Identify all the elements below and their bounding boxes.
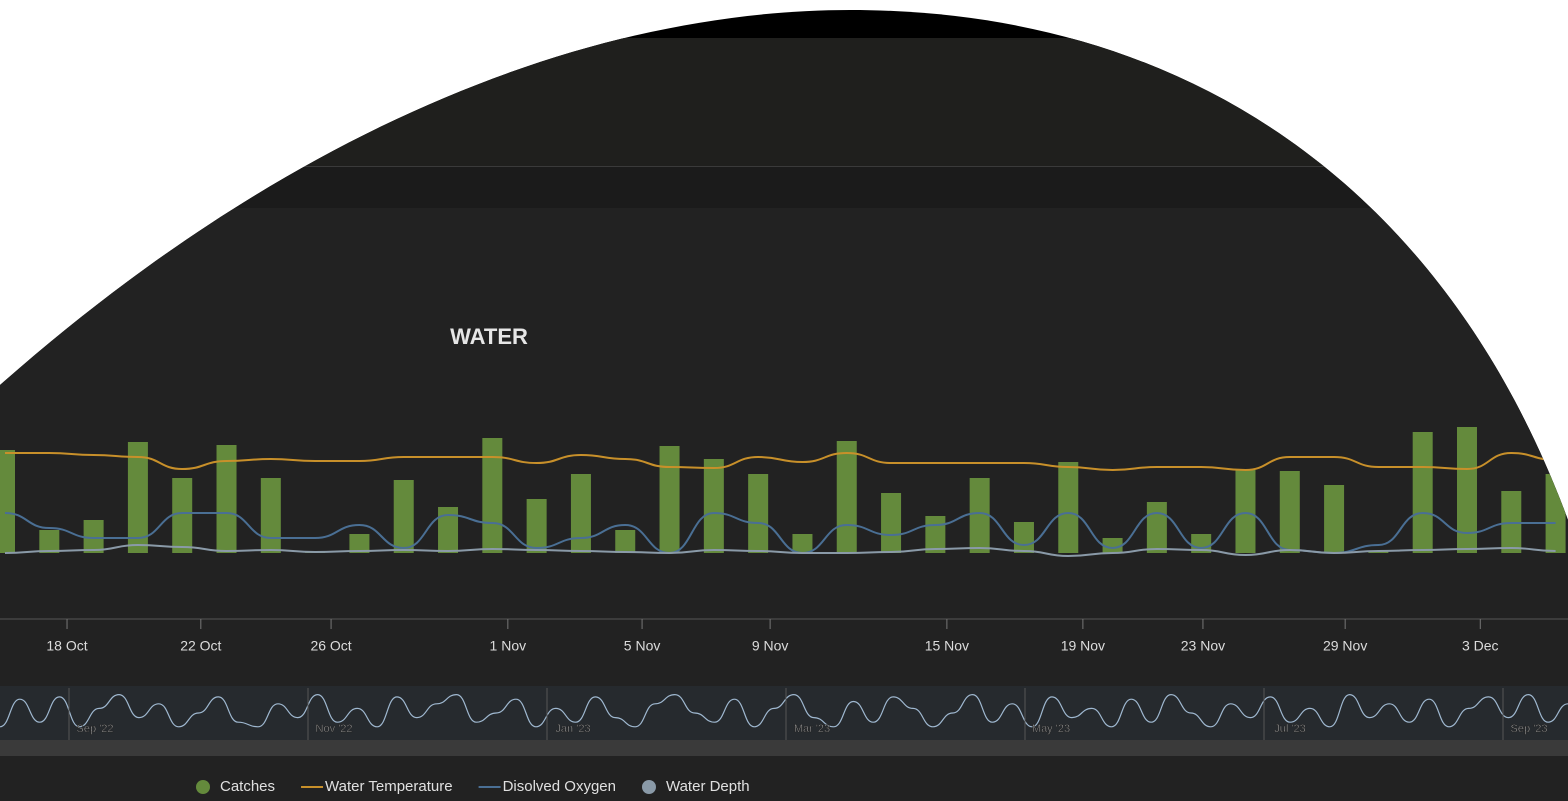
legend-marker [196,780,210,794]
bar [1324,485,1345,553]
divider [0,166,1568,167]
bar [172,478,193,553]
x-tick-label: 9 Nov [752,638,789,654]
navigator-series: Sep '22 Nov '22 Jan '23 Mar '23 May '23 Jul '… [0,688,1568,740]
legend-marker [641,780,656,794]
chart-title: WATER [450,324,528,349]
scrollbar [0,740,1568,756]
x-tick-label: 23 Nov [1181,638,1225,654]
x-tick-label: 29 Nov [1323,638,1367,654]
bar [260,478,281,553]
bar [792,534,813,553]
bar [659,446,680,553]
x-tick-label: 1 Nov [490,638,527,654]
legend-label: Catches [220,778,275,795]
bar [83,520,104,553]
x-tick-label: 15 Nov [925,638,969,654]
bar [570,474,591,553]
x-tick-label: 5 Nov [624,638,661,654]
x-tick-label: 3 Dec [1462,638,1499,654]
bar [1102,538,1123,553]
bar [969,478,990,553]
bar [615,530,636,553]
legend-label: Water Temperature [325,778,453,795]
bar [1146,502,1167,553]
bar [127,442,148,553]
bar [748,474,769,553]
x-tick-label: 19 Nov [1061,638,1105,654]
bar [1058,462,1079,553]
series-line [5,451,1556,472]
bar [39,530,60,553]
bar [1013,522,1034,553]
x-tick-label: 26 Oct [310,638,351,654]
bar [1456,427,1477,553]
bar [526,499,547,553]
series-line [5,543,1556,558]
bar [216,445,237,553]
x-tick-label: 18 Oct [46,638,87,654]
bar [1235,470,1256,553]
navigator-label: Jul '23 [1274,723,1305,735]
x-tick-label: 22 Oct [180,638,221,654]
legend-label: Disolved Oxygen [503,778,616,795]
plot: 18 Oct 22 Oct 26 Oct 1 Nov 5 Nov 9 Nov 15 Nov 1… [0,427,1566,654]
bar [925,516,946,553]
navigator-label: Sep '23 [1511,723,1548,735]
bar [1412,432,1433,553]
bar [703,459,724,553]
navigator-label: May '23 [1032,723,1070,735]
navigator-line [0,693,1568,728]
navigator-label: Jan '23 [555,723,590,735]
bar [349,534,370,553]
navigator-label: Mar '23 [794,723,830,735]
navigator [0,686,1568,740]
legend-label: Water Depth [666,778,750,795]
bar [836,441,857,553]
legend: Catches Water Temperature Disolved Oxygen W… [196,778,750,795]
bar [393,480,414,553]
bar [1279,471,1300,553]
bar [881,493,902,553]
navigator-label: Nov '22 [316,723,353,735]
bar [482,438,503,553]
bar [438,507,459,553]
navigator-label: Sep '22 [77,723,114,735]
bar [0,450,16,553]
